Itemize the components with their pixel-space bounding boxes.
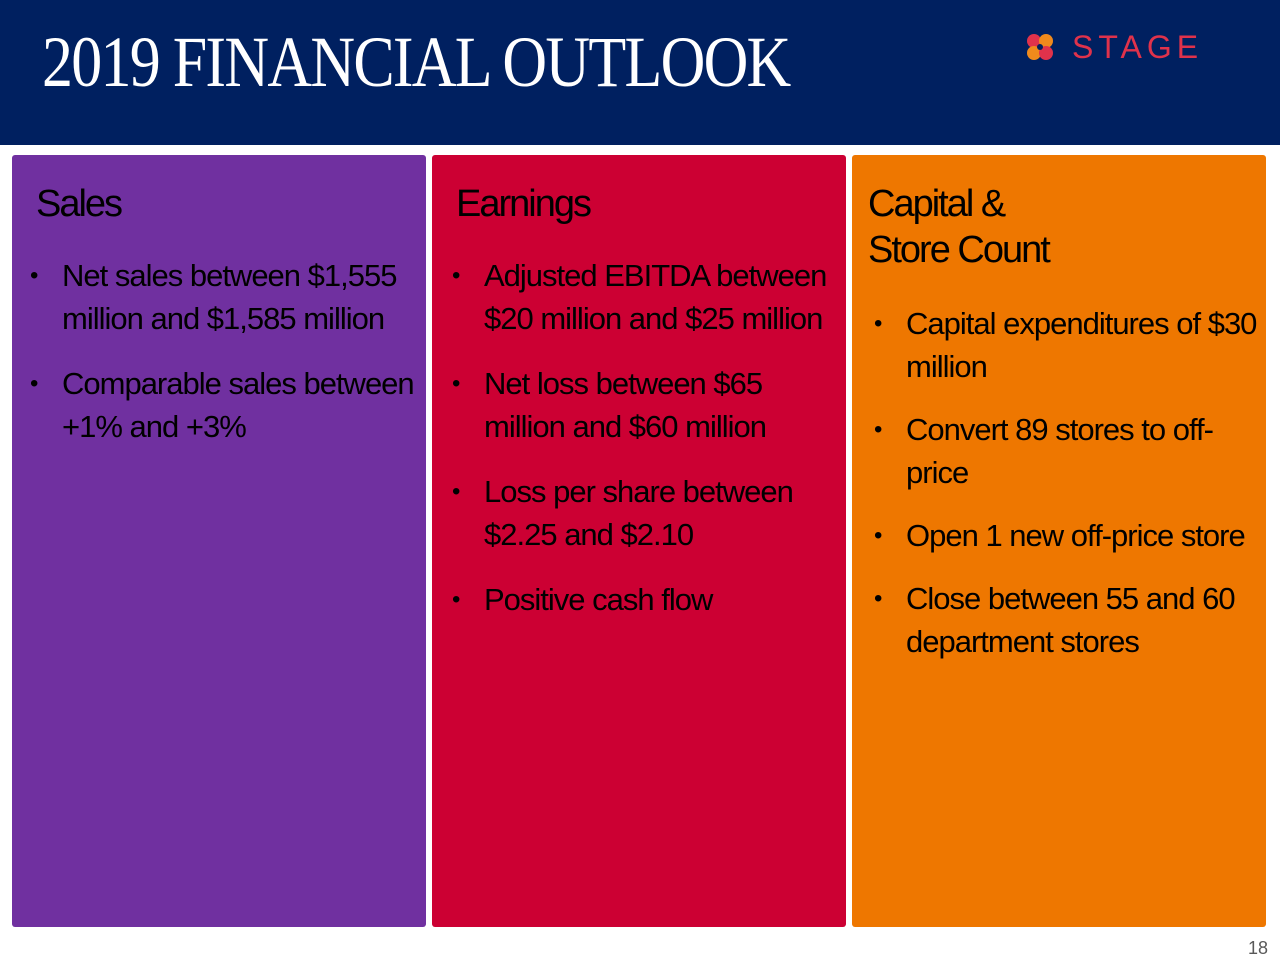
stage-logo: STAGE [1024,27,1203,67]
sales-heading: Sales [36,183,123,225]
page-number: 18 [1247,938,1268,958]
bullet-text: Comparable sales between +1% and +3% [62,366,415,444]
page-title: 2019 FINANCIAL OUTLOOK [42,22,791,102]
earnings-bullets: • Adjusted EBITDA between $20 million an… [452,254,844,621]
bullet-text: Positive cash flow [484,582,713,617]
bullet-icon: • [874,416,882,443]
list-item: • Adjusted EBITDA between $20 million an… [452,254,844,340]
bullet-text: Adjusted EBITDA between $20 million and … [484,258,827,336]
capital-heading: Capital & Store Count [868,181,1051,273]
sales-bullets: • Net sales between $1,555 million and $… [30,254,420,448]
header-bar: 2019 FINANCIAL OUTLOOK STAGE [0,0,1280,145]
list-item: • Positive cash flow [452,578,844,621]
list-item: • Net loss between $65 million and $60 m… [452,362,844,448]
bullet-icon: • [30,370,38,397]
capital-heading-line2: Store Count [868,229,1051,271]
bullet-icon: • [452,370,460,397]
logo-text: STAGE [1072,29,1204,65]
bullet-text: Capital expenditures of $30 million [906,306,1257,384]
list-item: • Convert 89 stores to off-price [874,408,1262,494]
list-item: • Comparable sales between +1% and +3% [30,362,420,448]
bullet-text: Convert 89 stores to off-price [906,412,1214,490]
bullet-icon: • [30,262,38,289]
sales-panel [12,155,426,927]
earnings-panel [432,155,846,927]
bullet-icon: • [452,478,460,505]
bullet-text: Close between 55 and 60 department store… [906,581,1236,659]
bullet-icon: • [874,585,882,612]
list-item: • Loss per share between $2.25 and $2.10 [452,470,844,556]
capital-bullets: • Capital expenditures of $30 million • … [874,302,1262,663]
earnings-heading: Earnings [456,183,592,225]
list-item: • Capital expenditures of $30 million [874,302,1262,388]
list-item: • Net sales between $1,555 million and $… [30,254,420,340]
bullet-text: Net sales between $1,555 million and $1,… [62,258,397,336]
bullet-text: Loss per share between $2.25 and $2.10 [484,474,794,552]
capital-heading-line1: Capital & [868,183,1006,225]
list-item: • Close between 55 and 60 department sto… [874,577,1262,663]
list-item: • Open 1 new off-price store [874,514,1262,557]
capital-panel [852,155,1266,927]
bullet-text: Open 1 new off-price store [906,518,1246,553]
flower-logo-icon [1027,34,1053,60]
bullet-icon: • [452,586,460,613]
bullet-icon: • [874,522,882,549]
bullet-icon: • [874,310,882,337]
bullet-icon: • [452,262,460,289]
bullet-text: Net loss between $65 million and $60 mil… [484,366,767,444]
